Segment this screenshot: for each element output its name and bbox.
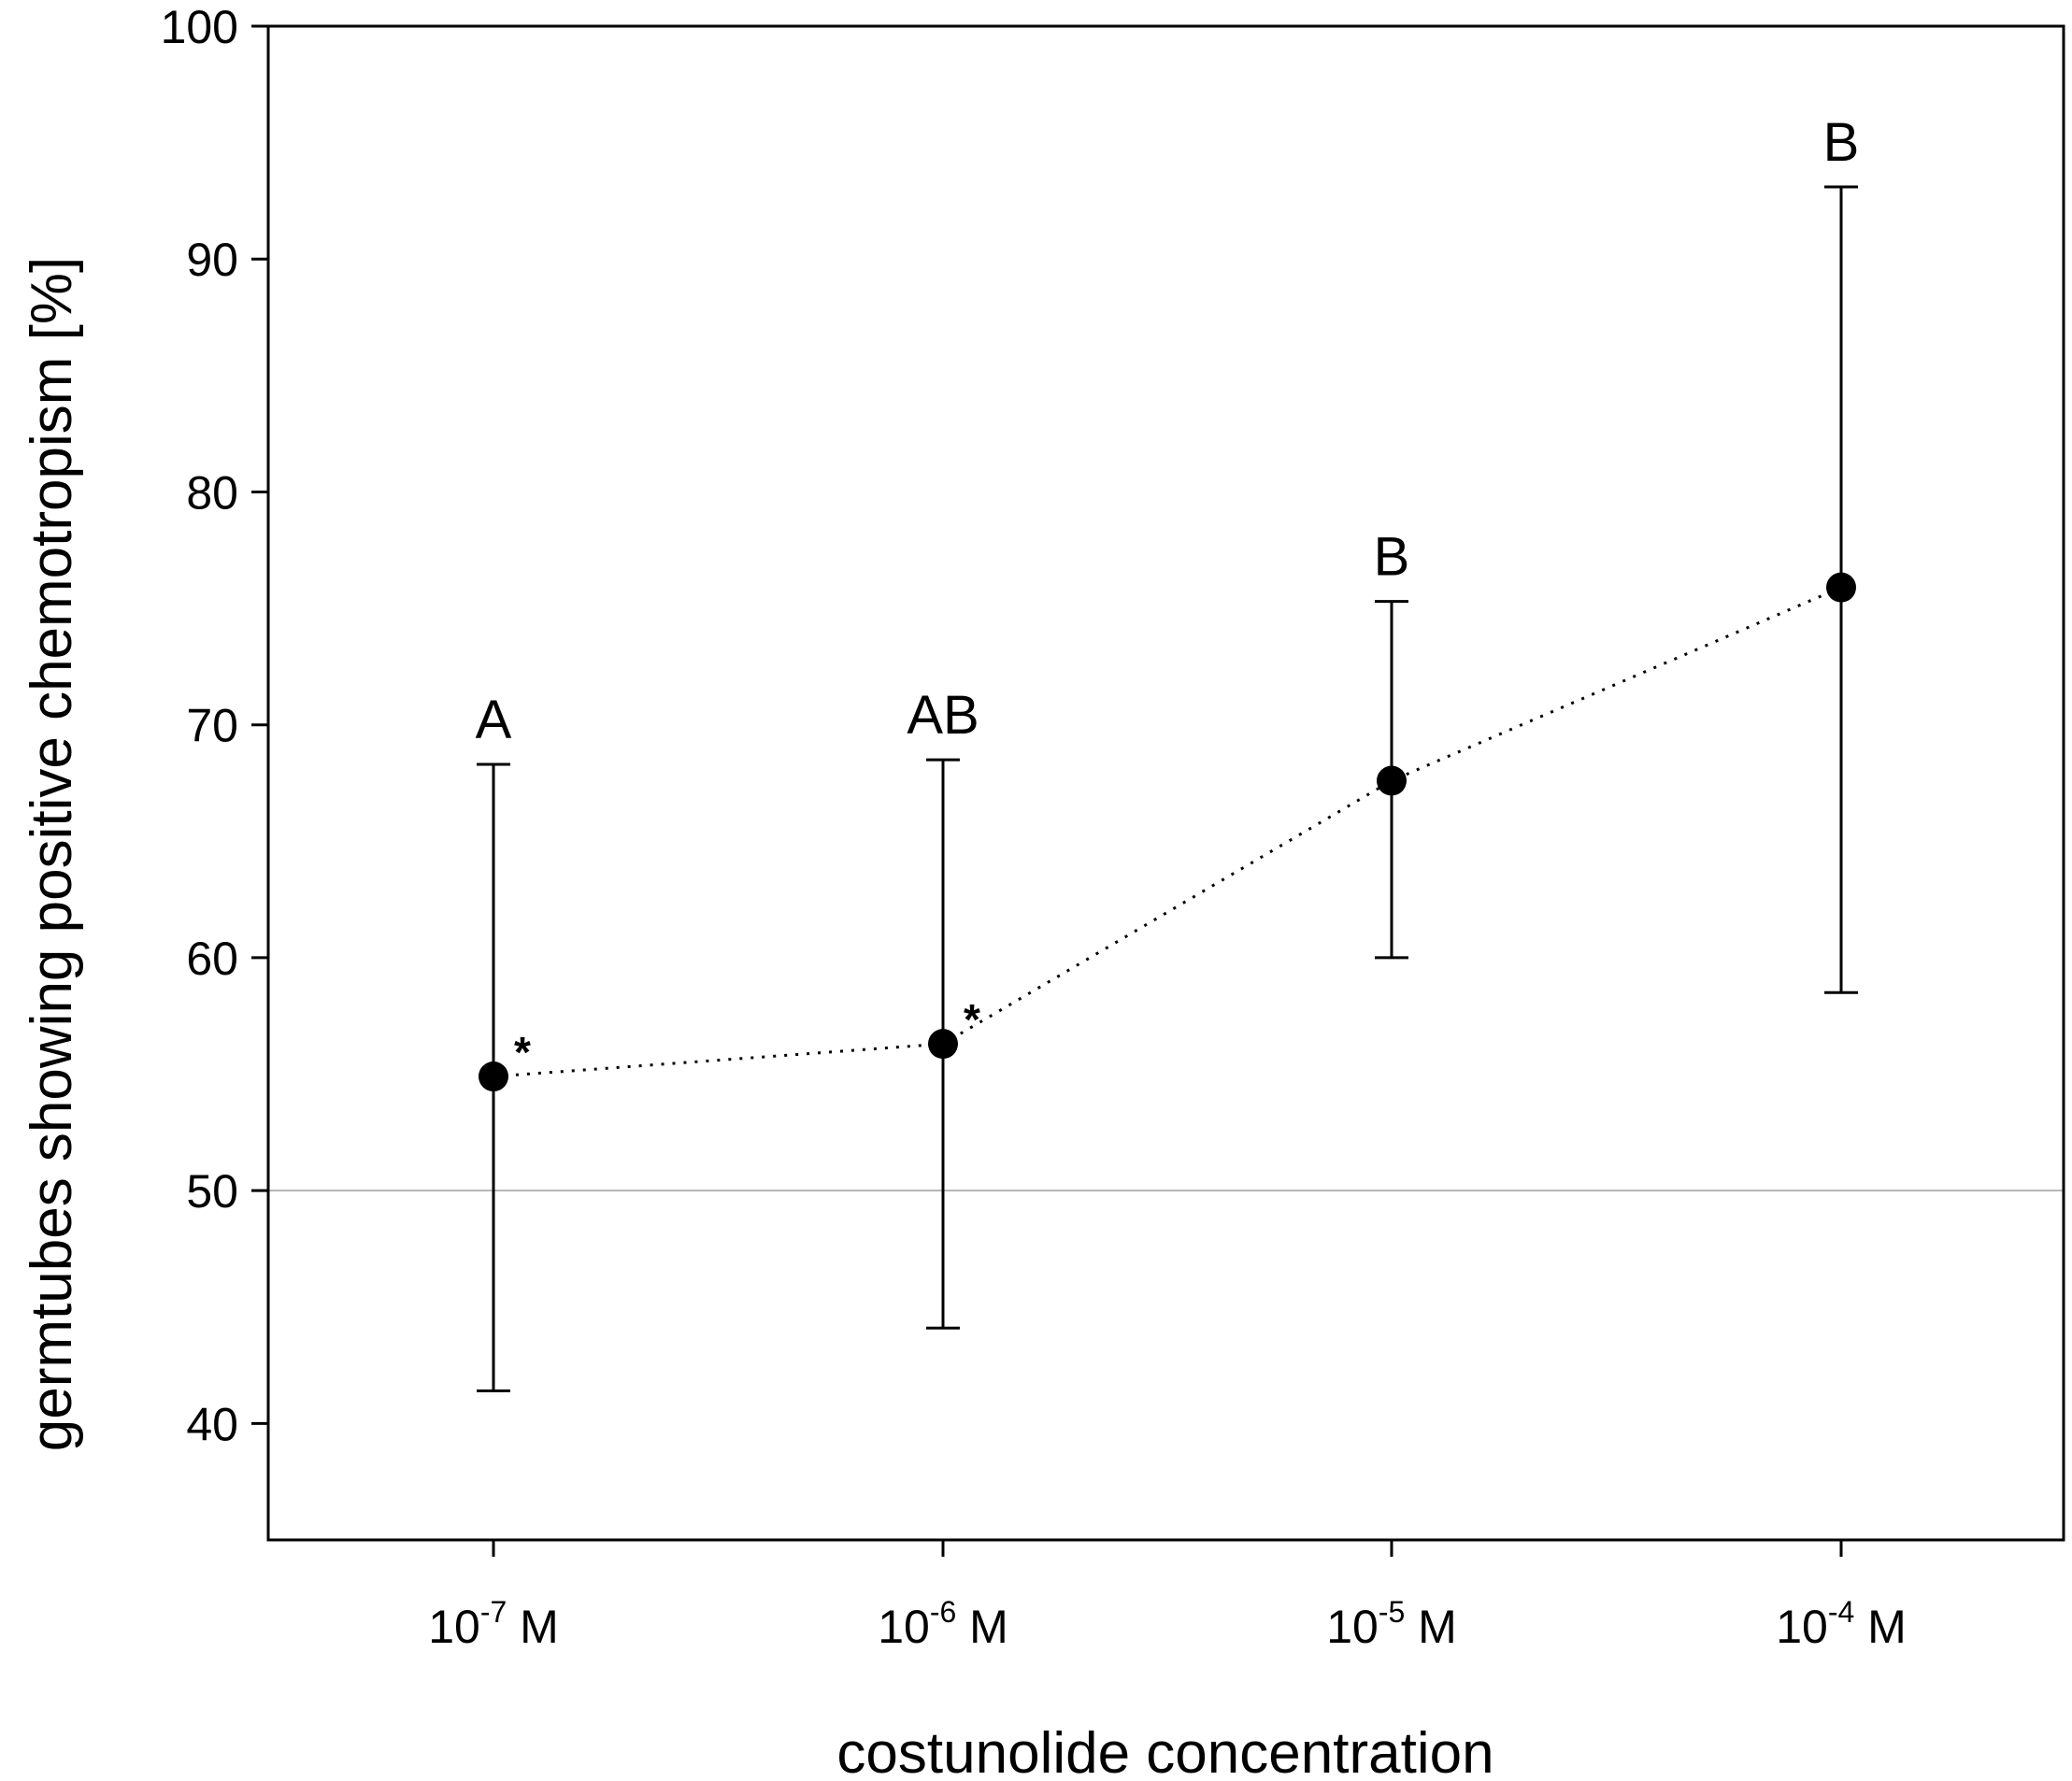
x-tick-label: 10-6 M	[878, 1595, 1008, 1653]
significance-star: *	[964, 995, 980, 1044]
y-tick-label: 40	[186, 1398, 238, 1450]
plot-frame	[266, 24, 2065, 1542]
group-letter-label: B	[1823, 112, 1860, 173]
y-axis-title: germtubes showing positive chemotropism …	[20, 257, 84, 1451]
x-axis-title: costunolide concentration	[836, 1721, 1493, 1781]
y-tick-label: 90	[186, 234, 238, 286]
y-tick-label: 50	[186, 1165, 238, 1218]
plot-area: 40 50 60 70 80 90 100 10-7 M 10-6 M 10-5 M 10-4 M A…	[161, 1, 2065, 1653]
series-connector-line	[493, 586, 1842, 1078]
y-tick-label: 70	[186, 700, 238, 752]
x-tick-label: 10-4 M	[1776, 1595, 1907, 1653]
group-letter-label: AB	[907, 685, 979, 746]
significance-star: *	[514, 1028, 531, 1076]
y-tick-label: 100	[161, 1, 238, 53]
data-point	[1377, 765, 1407, 796]
x-tick-label: 10-7 M	[428, 1595, 559, 1653]
y-tick-label: 60	[186, 933, 238, 985]
data-point	[928, 1029, 958, 1060]
y-tick-label: 80	[186, 466, 238, 519]
group-letter-label: A	[476, 690, 512, 750]
group-letter-label: B	[1374, 527, 1410, 588]
data-point	[479, 1061, 508, 1092]
data-point	[1826, 572, 1856, 603]
x-tick-label: 10-5 M	[1326, 1595, 1457, 1653]
